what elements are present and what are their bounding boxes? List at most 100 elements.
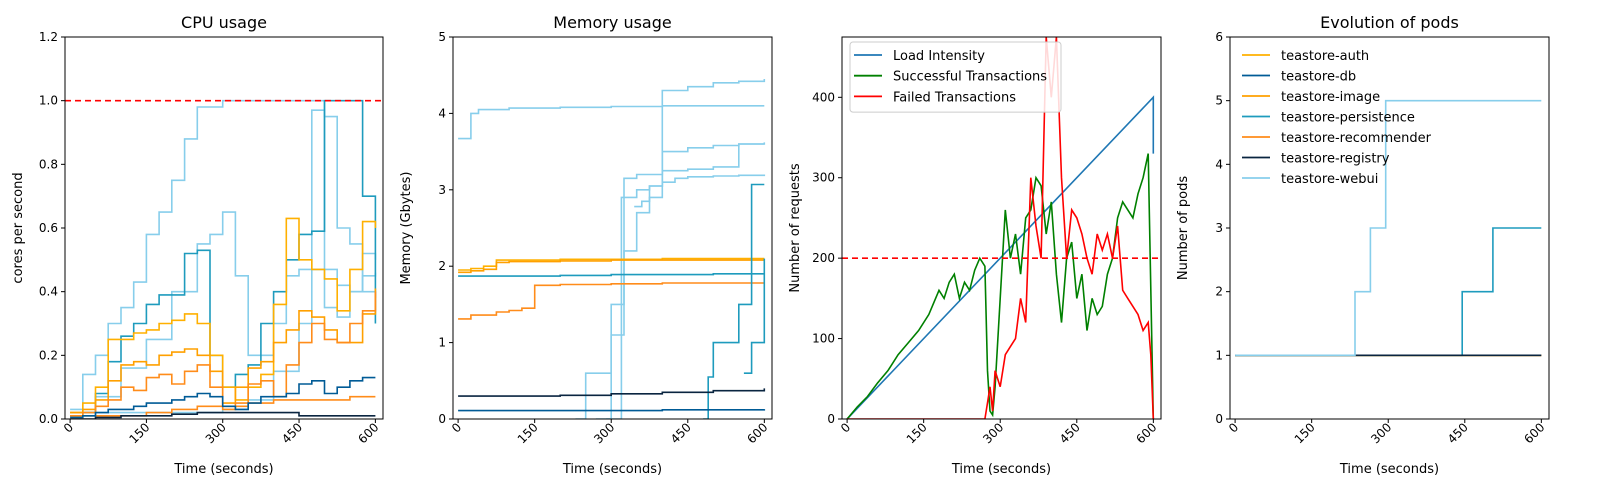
series-line-7 xyxy=(1235,99,1542,357)
x-axis-label: Time (seconds) xyxy=(173,462,273,477)
series-line-10 xyxy=(70,411,376,419)
x-tick-label: 600 xyxy=(355,420,381,446)
legend-label: teastore-persistence xyxy=(1281,111,1415,126)
chart-panel-1: CPU usage 0.0 0.2 0.4 0.6 0.8 1.0 1.2 0 150 300 450… xyxy=(11,13,384,477)
y-tick-label: 1.2 xyxy=(39,30,58,44)
y-tick-label: 0 xyxy=(438,412,446,426)
legend-label: Load Intensity xyxy=(893,49,985,64)
y-tick-label: 300 xyxy=(812,171,835,185)
x-tick-label: 450 xyxy=(1057,420,1083,446)
x-tick-label: 300 xyxy=(203,420,229,446)
legend-frame xyxy=(849,41,1062,113)
x-tick-label: 150 xyxy=(515,420,541,446)
x-tick-label: 300 xyxy=(1368,420,1394,446)
series-line-11 xyxy=(743,258,766,374)
chart-panel-4: Evolution of pods 0 1 2 3 4 5 6 0 150 300 450 600 Tim… xyxy=(1176,13,1550,477)
chart-title: Memory usage xyxy=(553,13,671,32)
y-tick-label: 0.0 xyxy=(39,412,58,426)
legend-label: teastore-recommender xyxy=(1281,131,1432,146)
legend-label: teastore-auth xyxy=(1281,49,1369,64)
series-line-2 xyxy=(575,79,766,419)
legend: Load Intensity Successful Transactions Fai… xyxy=(849,41,1062,113)
y-tick-label: 100 xyxy=(812,332,835,346)
legend-label: teastore-webui xyxy=(1281,172,1378,187)
series-line-9 xyxy=(458,282,765,320)
x-tick-label: 600 xyxy=(1133,420,1159,446)
y-tick-label: 0.8 xyxy=(39,157,58,171)
chart-title: CPU usage xyxy=(181,13,267,32)
y-tick-label: 4 xyxy=(438,106,446,120)
series-line-7 xyxy=(70,291,377,417)
y-tick-label: 0 xyxy=(827,412,835,426)
legend-label: Failed Transactions xyxy=(893,90,1016,105)
x-tick-label: 0 xyxy=(61,420,76,435)
x-tick-label: 150 xyxy=(126,420,152,446)
series-line-10 xyxy=(703,183,765,419)
y-tick-label: 1 xyxy=(1215,348,1223,362)
y-tick-label: 1 xyxy=(438,336,446,350)
series-line-8 xyxy=(458,273,765,277)
plot-frame xyxy=(452,36,773,420)
y-tick-label: 0.2 xyxy=(39,348,58,362)
series-line-13 xyxy=(458,409,766,412)
series-group xyxy=(1235,99,1542,357)
series-line-9 xyxy=(70,376,376,419)
x-tick-label: 0 xyxy=(1226,420,1241,435)
chart-panel-3: 0 100 200 300 400 0 150 300 450 600 Time (seconds)… xyxy=(788,36,1162,477)
y-tick-label: 0 xyxy=(1215,412,1223,426)
x-tick-label: 450 xyxy=(668,420,694,446)
legend-label: teastore-image xyxy=(1281,90,1380,105)
plot-frame xyxy=(841,36,1162,420)
y-tick-label: 2 xyxy=(1215,285,1223,299)
y-tick-label: 0.4 xyxy=(39,285,58,299)
x-tick-label: 450 xyxy=(279,420,305,446)
legend-label: teastore-registry xyxy=(1281,152,1390,167)
y-tick-label: 3 xyxy=(438,183,446,197)
x-tick-label: 150 xyxy=(904,420,930,446)
series-line-1 xyxy=(846,95,1155,419)
y-tick-label: 400 xyxy=(812,90,835,104)
y-tick-label: 3 xyxy=(1215,221,1223,235)
x-tick-label: 150 xyxy=(1292,420,1318,446)
x-tick-label: 0 xyxy=(449,420,464,435)
series-line-2 xyxy=(846,153,1155,419)
chart-title: Evolution of pods xyxy=(1320,13,1459,32)
y-tick-label: 4 xyxy=(1215,157,1223,171)
x-axis-label: Time (seconds) xyxy=(1339,462,1439,477)
y-tick-label: 2 xyxy=(438,259,446,273)
x-tick-label: 300 xyxy=(591,420,617,446)
y-tick-label: 1.0 xyxy=(39,94,58,108)
y-axis-label: cores per second xyxy=(11,172,26,283)
x-axis-label: Time (seconds) xyxy=(951,462,1051,477)
y-tick-label: 5 xyxy=(438,30,446,44)
x-tick-label: 600 xyxy=(744,420,770,446)
legend-label: Successful Transactions xyxy=(893,70,1047,85)
series-line-5 xyxy=(634,143,765,208)
x-tick-label: 300 xyxy=(980,420,1006,446)
x-axis-label: Time (seconds) xyxy=(562,462,662,477)
series-line-7 xyxy=(458,259,765,274)
y-axis-label: Number of pods xyxy=(1176,176,1191,280)
series-line-1 xyxy=(70,99,377,411)
y-tick-label: 0.6 xyxy=(39,221,58,235)
series-line-4 xyxy=(1235,227,1542,357)
y-axis-label: Number of requests xyxy=(788,163,803,292)
series-line-2 xyxy=(70,211,377,417)
series-line-6 xyxy=(458,257,765,271)
y-axis-label: Memory (Gbytes) xyxy=(399,171,414,284)
series-line-4 xyxy=(606,174,766,419)
x-tick-label: 450 xyxy=(1445,420,1471,446)
y-tick-label: 5 xyxy=(1215,94,1223,108)
series-group xyxy=(458,79,766,419)
series-line-5 xyxy=(70,217,377,414)
x-tick-label: 0 xyxy=(838,420,853,435)
series-group xyxy=(70,99,377,419)
y-tick-label: 200 xyxy=(812,251,835,265)
x-tick-label: 600 xyxy=(1521,420,1547,446)
legend-label: teastore-db xyxy=(1281,70,1356,85)
y-tick-label: 6 xyxy=(1215,30,1223,44)
legend: teastore-auth teastore-db teastore-image te… xyxy=(1242,49,1432,187)
series-line-12 xyxy=(458,388,766,397)
